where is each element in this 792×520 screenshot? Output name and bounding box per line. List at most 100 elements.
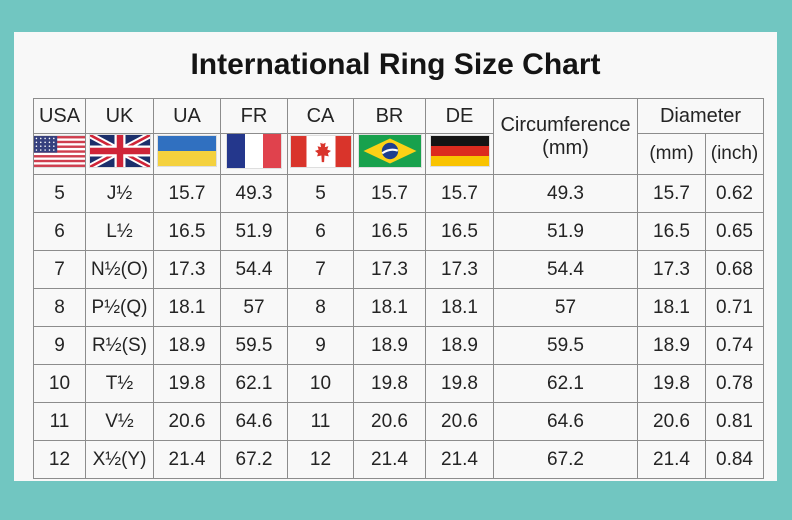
usa-flag-icon	[34, 135, 85, 167]
cell-diameter-mm: 16.5	[637, 212, 706, 251]
cell-br: 21.4	[353, 440, 426, 479]
cell-br: 18.9	[353, 326, 426, 365]
cell-br: 15.7	[353, 174, 426, 213]
circumference-unit-label: (mm)	[542, 136, 589, 159]
cell-fr: 59.5	[220, 326, 288, 365]
cell-de: 19.8	[425, 364, 494, 403]
cell-uk: R½(S)	[85, 326, 154, 365]
cell-de: 17.3	[425, 250, 494, 289]
cell-de: 20.6	[425, 402, 494, 441]
column-header-ua: UA	[153, 98, 221, 134]
column-header-diameter-inch: (inch)	[704, 133, 765, 175]
uk-flag-icon	[89, 135, 150, 167]
cell-diameter-mm: 19.8	[637, 364, 706, 403]
cell-usa: 6	[33, 212, 86, 251]
cell-br: 16.5	[353, 212, 426, 251]
cell-diameter-mm: 20.6	[637, 402, 706, 441]
cell-usa: 10	[33, 364, 86, 403]
cell-ca: 12	[287, 440, 354, 479]
cell-diameter-mm: 18.1	[637, 288, 706, 327]
flag-cell-fr	[220, 133, 288, 175]
cell-diameter-inch: 0.81	[704, 402, 765, 441]
cell-de: 16.5	[425, 212, 494, 251]
cell-ua: 18.1	[153, 288, 221, 327]
cell-de: 18.9	[425, 326, 494, 365]
cell-uk: X½(Y)	[85, 440, 154, 479]
column-header-usa: USA	[33, 98, 86, 134]
cell-uk: J½	[85, 174, 154, 213]
cell-usa: 11	[33, 402, 86, 441]
table-body: 5 J½ 15.7 49.3 5 15.7 15.7 49.3 15.7 0.62 6 L½ 16.5 5…	[33, 174, 765, 479]
flag-row: (mm) (inch)	[33, 133, 765, 175]
cell-circumference-mm: 64.6	[493, 402, 638, 441]
cell-diameter-mm: 17.3	[637, 250, 706, 289]
cell-ca: 5	[287, 174, 354, 213]
table-row: 12 X½(Y) 21.4 67.2 12 21.4 21.4 67.2 21.4 0.84	[33, 440, 765, 479]
cell-diameter-inch: 0.65	[704, 212, 765, 251]
table-row: 7 N½(O) 17.3 54.4 7 17.3 17.3 54.4 17.3 0.68	[33, 250, 765, 289]
column-header-diameter: Diameter	[636, 98, 765, 134]
cell-ua: 16.5	[153, 212, 221, 251]
table-row: 11 V½ 20.6 64.6 11 20.6 20.6 64.6 20.6 0.81	[33, 402, 765, 441]
cell-diameter-inch: 0.68	[704, 250, 765, 289]
country-header-row: USA UK UA FR CA BR DE Circumference (mm)…	[33, 98, 765, 175]
ring-size-table: USA UK UA FR CA BR DE Circumference (mm)…	[33, 98, 765, 479]
table-row: 9 R½(S) 18.9 59.5 9 18.9 18.9 59.5 18.9 0.74	[33, 326, 765, 365]
cell-usa: 5	[33, 174, 86, 213]
brazil-flag-icon	[358, 135, 421, 167]
cell-uk: N½(O)	[85, 250, 154, 289]
cell-ua: 17.3	[153, 250, 221, 289]
table-row: 5 J½ 15.7 49.3 5 15.7 15.7 49.3 15.7 0.62	[33, 174, 765, 213]
cell-fr: 62.1	[220, 364, 288, 403]
cell-usa: 12	[33, 440, 86, 479]
cell-circumference-mm: 54.4	[493, 250, 638, 289]
flag-cell-de	[425, 133, 494, 175]
canada-flag-icon	[290, 135, 351, 167]
cell-uk: V½	[85, 402, 154, 441]
cell-uk: L½	[85, 212, 154, 251]
table-row: 10 T½ 19.8 62.1 10 19.8 19.8 62.1 19.8 0.78	[33, 364, 765, 403]
cell-fr: 57	[220, 288, 288, 327]
column-header-br: BR	[353, 98, 426, 134]
cell-uk: T½	[85, 364, 154, 403]
column-header-diameter-mm: (mm)	[637, 133, 706, 175]
cell-fr: 49.3	[220, 174, 288, 213]
cell-diameter-mm: 21.4	[637, 440, 706, 479]
cell-ca: 9	[287, 326, 354, 365]
cell-diameter-mm: 18.9	[637, 326, 706, 365]
cell-uk: P½(Q)	[85, 288, 154, 327]
cell-diameter-inch: 0.84	[704, 440, 765, 479]
cell-circumference-mm: 49.3	[493, 174, 638, 213]
cell-diameter-inch: 0.71	[704, 288, 765, 327]
circumference-label: Circumference	[500, 113, 631, 136]
page-title: International Ring Size Chart	[190, 48, 601, 81]
column-header-fr: FR	[220, 98, 288, 134]
cell-usa: 7	[33, 250, 86, 289]
flag-cell-uk	[85, 133, 154, 175]
cell-circumference-mm: 67.2	[493, 440, 638, 479]
cell-fr: 51.9	[220, 212, 288, 251]
cell-fr: 67.2	[220, 440, 288, 479]
cell-fr: 64.6	[220, 402, 288, 441]
cell-usa: 8	[33, 288, 86, 327]
cell-diameter-inch: 0.62	[704, 174, 765, 213]
table-row: 8 P½(Q) 18.1 57 8 18.1 18.1 57 18.1 0.71	[33, 288, 765, 327]
cell-ca: 6	[287, 212, 354, 251]
cell-ua: 15.7	[153, 174, 221, 213]
cell-ca: 8	[287, 288, 354, 327]
cell-usa: 9	[33, 326, 86, 365]
flag-cell-ca	[287, 133, 354, 175]
ukraine-flag-icon	[158, 136, 216, 166]
ring-size-chart-panel: International Ring Size Chart USA UK UA …	[14, 32, 777, 481]
cell-br: 18.1	[353, 288, 426, 327]
cell-ca: 10	[287, 364, 354, 403]
cell-diameter-inch: 0.74	[704, 326, 765, 365]
cell-fr: 54.4	[220, 250, 288, 289]
cell-br: 19.8	[353, 364, 426, 403]
flag-cell-usa	[33, 133, 86, 175]
column-header-ca: CA	[287, 98, 354, 134]
france-flag-icon	[227, 134, 281, 168]
cell-diameter-inch: 0.78	[704, 364, 765, 403]
column-header-circumference: Circumference (mm)	[493, 98, 638, 175]
